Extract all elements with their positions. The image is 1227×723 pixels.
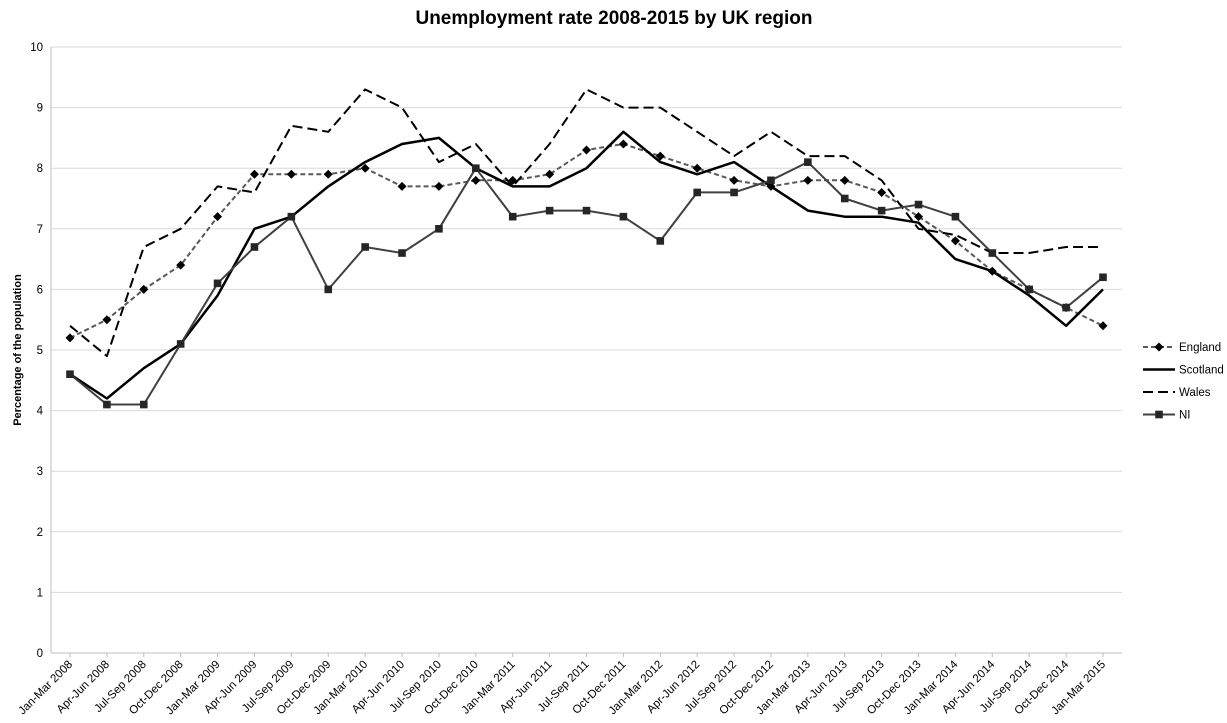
- series-line-england: [69, 143, 1104, 339]
- data-point-england: [360, 163, 370, 173]
- series-lines: [65, 88, 1108, 409]
- data-point-ni: [139, 400, 148, 409]
- y-tick-label: 10: [30, 42, 43, 54]
- data-point-england: [249, 169, 259, 179]
- legend-entry-ni: NI: [1143, 410, 1191, 422]
- data-point-england: [1098, 321, 1108, 331]
- data-point-ni: [730, 188, 738, 197]
- legend-marker-england: [1154, 342, 1164, 352]
- data-point-ni: [213, 279, 222, 288]
- axes: [50, 47, 1122, 657]
- data-point-ni: [545, 206, 554, 215]
- data-point-ni: [988, 249, 997, 257]
- y-tick-label: 6: [37, 284, 43, 296]
- legend-marker-ni: [1155, 410, 1163, 419]
- y-axis-label: Percentage of the population: [12, 274, 24, 426]
- data-point-england: [914, 212, 924, 222]
- data-point-ni: [361, 243, 369, 251]
- gridlines: [51, 46, 1122, 593]
- y-tick-label: 8: [37, 163, 43, 175]
- data-point-england: [139, 284, 149, 294]
- data-point-england: [582, 145, 591, 155]
- data-point-england: [434, 181, 444, 191]
- y-tick-labels: 0 1 2 3 4 5 6 7 8 9 10: [30, 42, 43, 660]
- legend-entry-england: England: [1143, 342, 1221, 354]
- data-point-ni: [398, 249, 406, 257]
- data-point-england: [803, 175, 813, 185]
- data-point-england: [655, 151, 665, 161]
- y-tick-label: 4: [37, 406, 44, 418]
- data-point-ni: [804, 158, 812, 166]
- data-point-ni: [619, 212, 628, 221]
- data-point-england: [545, 169, 555, 179]
- data-point-ni: [324, 285, 333, 294]
- chart-title: Unemployment rate 2008-2015 by UK region: [415, 8, 812, 29]
- data-point-ni: [582, 206, 591, 215]
- data-point-ni: [840, 194, 849, 203]
- data-point-england: [618, 139, 628, 149]
- data-point-england: [65, 333, 75, 343]
- series-line-scotland: [69, 130, 1104, 400]
- data-point-ni: [693, 188, 701, 197]
- y-tick-label: 9: [37, 103, 43, 115]
- data-point-ni: [508, 212, 517, 221]
- data-point-ni: [877, 206, 886, 215]
- series-wales: [69, 88, 1103, 358]
- data-point-england: [213, 212, 223, 222]
- data-point-ni: [176, 340, 185, 348]
- series-england: [65, 139, 1108, 343]
- y-tick-label: 7: [37, 224, 43, 236]
- data-point-ni: [1062, 303, 1070, 312]
- legend-entry-wales: Wales: [1143, 387, 1211, 399]
- data-point-ni: [66, 370, 74, 379]
- data-point-ni: [435, 225, 443, 233]
- legend-label-scotland: Scotland: [1179, 365, 1224, 377]
- legend-label-ni: NI: [1179, 410, 1191, 422]
- legend-entry-scotland: Scotland: [1143, 365, 1224, 377]
- data-point-ni: [656, 237, 665, 245]
- data-point-ni: [472, 164, 480, 172]
- y-tick-label: 5: [37, 345, 43, 357]
- legend: England Scotland Wales NI: [1143, 342, 1224, 422]
- data-point-england: [877, 187, 887, 197]
- data-point-ni: [250, 243, 259, 251]
- data-point-england: [692, 163, 702, 173]
- data-point-ni: [103, 400, 111, 409]
- data-point-ni: [1099, 273, 1107, 282]
- legend-label-wales: Wales: [1179, 387, 1211, 399]
- data-point-ni: [1025, 285, 1034, 294]
- data-point-ni: [287, 212, 296, 221]
- y-tick-label: 2: [37, 527, 43, 539]
- legend-label-england: England: [1179, 342, 1221, 354]
- data-point-england: [950, 236, 960, 246]
- y-tick-label: 3: [37, 466, 43, 478]
- data-point-ni: [767, 176, 775, 185]
- series-scotland: [69, 130, 1104, 400]
- data-point-england: [286, 169, 296, 179]
- series-ni: [66, 158, 1107, 409]
- data-point-england: [471, 175, 481, 185]
- data-point-ni: [914, 200, 923, 209]
- y-tick-label: 0: [37, 648, 43, 660]
- series-line-wales: [69, 88, 1103, 358]
- data-point-england: [397, 181, 407, 191]
- data-point-england: [323, 169, 333, 179]
- y-tick-label: 1: [37, 587, 43, 599]
- data-point-england: [176, 260, 186, 270]
- data-point-england: [729, 175, 739, 185]
- data-point-england: [840, 175, 850, 185]
- data-point-ni: [951, 212, 960, 221]
- data-point-england: [102, 315, 112, 325]
